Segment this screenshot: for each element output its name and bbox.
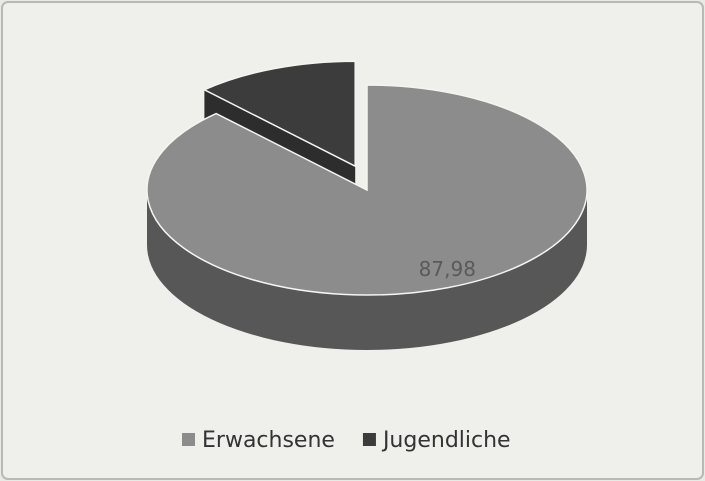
legend-swatch	[182, 433, 195, 446]
pie-slice	[146, 84, 588, 296]
data-label: 87,98	[419, 257, 476, 281]
legend-label: Jugendliche	[381, 428, 511, 453]
pie-slice-side	[147, 190, 587, 350]
legend-label: Erwachsene	[202, 428, 335, 453]
legend-swatch	[362, 433, 376, 446]
pie-slice	[202, 60, 356, 168]
